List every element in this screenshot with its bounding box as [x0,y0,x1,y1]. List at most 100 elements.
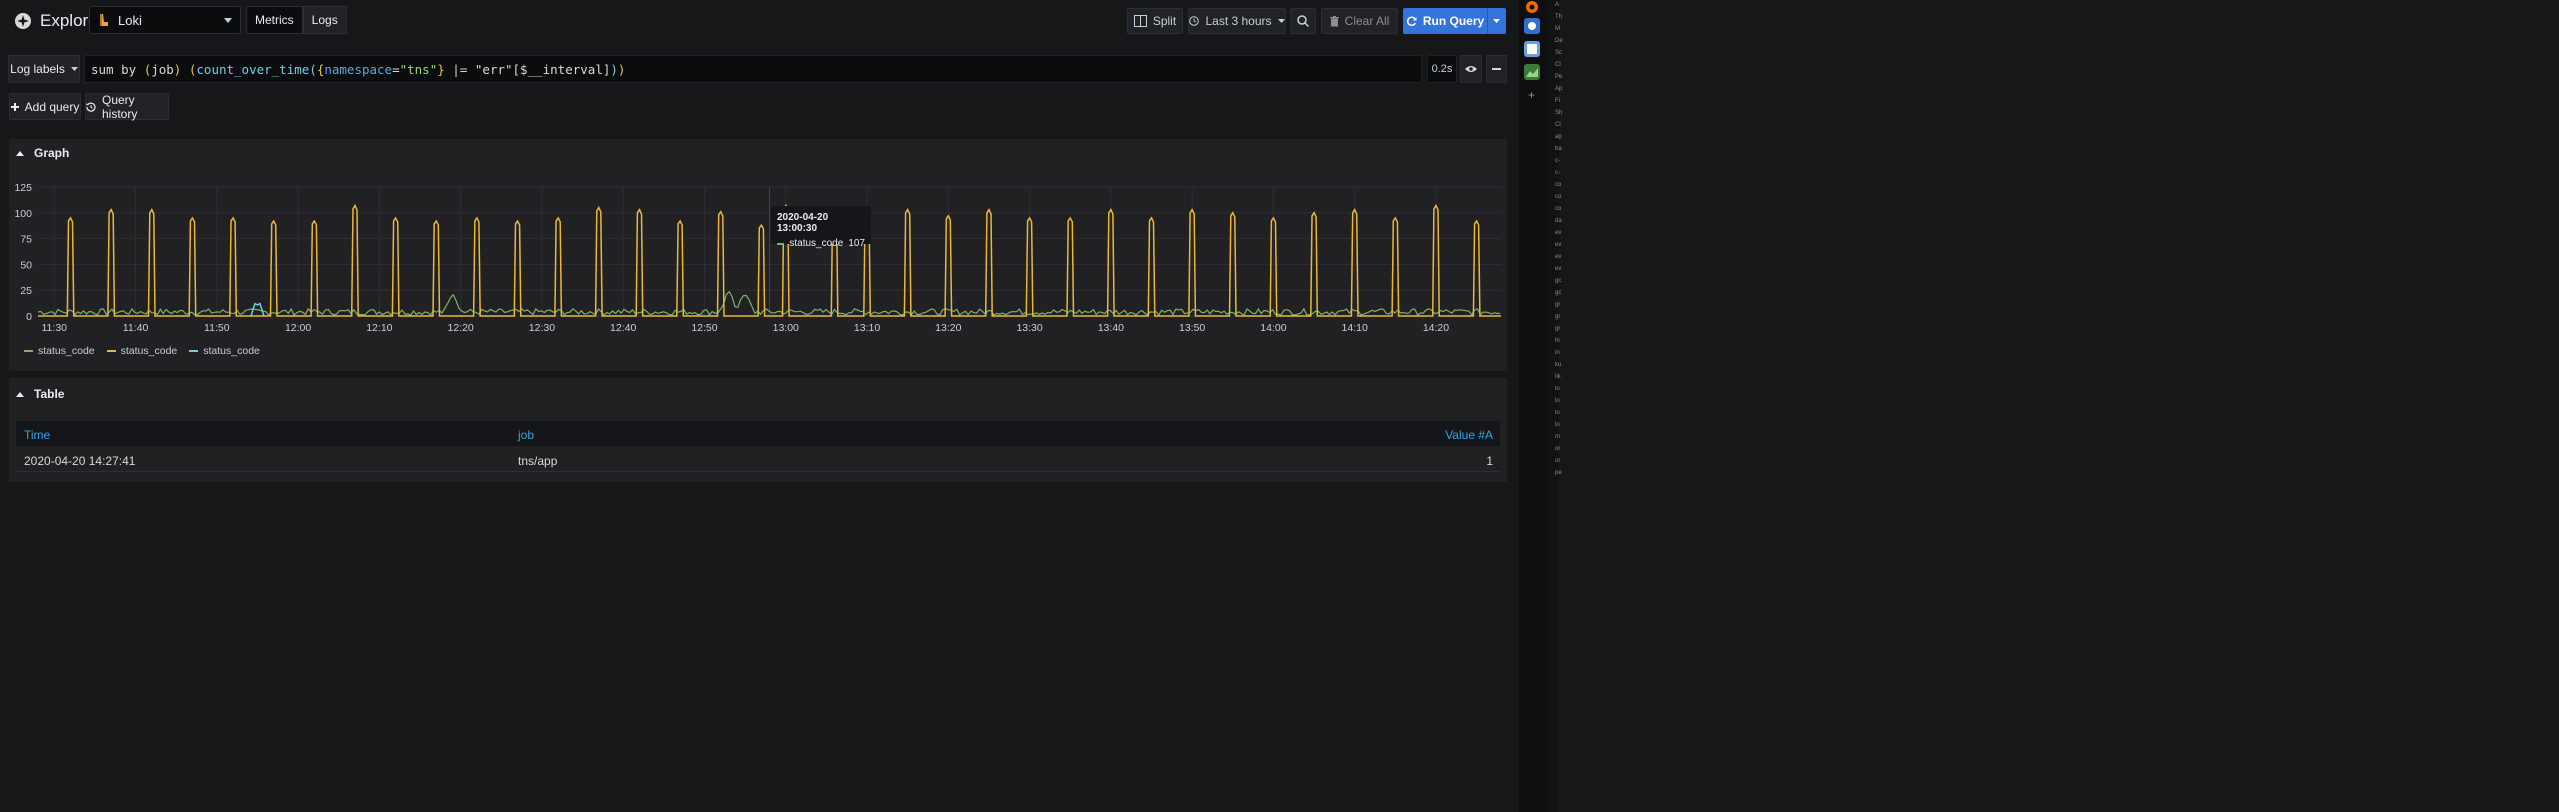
channel-list-item[interactable]: Ap [1555,86,1563,92]
channel-list-item[interactable]: gc [1555,278,1562,284]
channel-list-item[interactable]: c- [1555,170,1560,176]
channel-list-item[interactable]: ap [1555,134,1562,140]
peak-point [906,208,909,211]
plus-icon [10,102,19,111]
add-query-label: Add query [24,99,80,114]
mode-metrics-button[interactable]: Metrics [246,6,303,34]
chevron-up-icon [16,150,24,156]
channel-list-item[interactable]: M [1555,26,1560,32]
query-duration: 0.2s [1431,63,1453,75]
channel-list-item[interactable]: lo [1555,398,1560,404]
peak-point [947,215,950,217]
channel-list-item[interactable]: Sc [1555,50,1563,56]
channel-list-item[interactable]: gr [1555,326,1561,332]
query-editor-input[interactable]: sum by (job) (count_over_time({namespace… [84,55,1422,83]
channel-list-item[interactable]: Cl [1555,122,1561,128]
channel-list-item[interactable]: Fi [1555,98,1560,104]
channel-list-item[interactable]: Th [1555,14,1563,20]
channel-list-item[interactable]: m [1555,434,1560,440]
channel-list-item[interactable]: c- [1555,158,1560,164]
channel-list-item[interactable]: Sh [1555,110,1563,116]
mode-logs-button[interactable]: Logs [302,6,347,34]
peak-point [1191,208,1193,211]
channel-list-item[interactable]: gr [1555,302,1561,308]
channel-list-item[interactable]: or [1555,458,1561,464]
grafana-logo-icon[interactable] [1524,0,1540,14]
peak-point [679,220,681,222]
toggle-query-visibility-button[interactable] [1460,55,1482,83]
peak-point [69,217,72,219]
channel-list-item[interactable]: co [1555,206,1562,212]
channel-list-item[interactable]: ev [1555,266,1562,272]
clear-all-label: Clear All [1344,14,1390,28]
channel-list-item[interactable]: Pe [1555,74,1563,80]
channel-list-item[interactable]: da [1555,218,1562,224]
run-query-interval-dropdown[interactable] [1487,8,1506,34]
app-icon[interactable] [1524,64,1540,80]
peak-point [598,206,600,209]
legend-item[interactable]: status_code [106,345,177,357]
query-duration-badge: 0.2s [1427,55,1457,83]
channel-list-item[interactable]: ku [1555,362,1562,368]
peak-point [516,220,519,222]
channel-list-item[interactable]: hi [1555,338,1560,344]
column-header-job[interactable]: job [518,428,535,442]
channel-list-item[interactable]: co [1555,194,1562,200]
channel-list-item[interactable]: pe [1555,470,1562,476]
channel-list-item[interactable]: ev [1555,230,1562,236]
channel-list-item[interactable]: A [1555,2,1560,8]
tooltip-series-row: status_code 107 [777,238,865,249]
legend-item[interactable]: status_code [24,345,95,357]
datasource-picker[interactable]: Loki [89,6,241,34]
channel-list-item[interactable]: lo [1555,422,1560,428]
table-cell-job: tns/app [518,454,558,468]
channel-list-item[interactable]: Cl [1555,62,1561,68]
chevron-down-icon [224,17,232,23]
time-range-picker[interactable]: Last 3 hours [1188,8,1286,34]
trash-icon [1329,15,1339,27]
zoom-out-button[interactable] [1290,8,1316,34]
query-token: "err" [474,61,513,77]
app-icon[interactable] [1524,41,1540,57]
channel-list-item[interactable]: or [1555,446,1561,452]
channel-list-item[interactable]: gr [1555,314,1561,320]
legend-item[interactable]: status_code [189,345,260,357]
channel-list-item[interactable]: lo [1555,386,1560,392]
channel-list-item[interactable]: lik [1555,374,1561,380]
legend-label: status_code [38,345,95,357]
chevron-down-icon [1493,19,1500,23]
add-query-button[interactable]: Add query [9,93,81,120]
legend-swatch [106,350,116,352]
graph-panel-header[interactable]: Graph [16,146,69,160]
channel-list-item[interactable]: ev [1555,242,1562,248]
add-workspace-icon[interactable]: + [1528,88,1536,102]
channel-list-item[interactable]: lo [1555,410,1560,416]
split-button[interactable]: Split [1127,8,1183,34]
channel-list-item[interactable]: co [1555,182,1562,188]
column-header-value[interactable]: Value #A [1445,428,1493,442]
remove-query-button[interactable] [1486,55,1507,83]
peak-point [1028,217,1031,219]
table-panel-header[interactable]: Table [16,387,64,401]
query-token: namespace [324,61,393,77]
query-token: } [437,61,445,77]
app-icon[interactable] [1524,18,1540,34]
run-query-label: Run Query [1422,14,1485,28]
channel-list-item[interactable]: De [1555,38,1563,44]
clear-all-button[interactable]: Clear All [1321,8,1398,34]
channel-list-item[interactable]: ev [1555,254,1562,260]
query-token: [$__interval] [512,61,611,77]
log-labels-button[interactable]: Log labels [8,55,80,83]
graph-chart[interactable]: 0 25 50 75 100 125 11:30 11:40 11:50 12:00 12:10 12… [9,175,1507,365]
channel-list-item[interactable]: in [1555,350,1560,356]
run-query-button[interactable]: Run Query [1403,8,1487,34]
query-history-button[interactable]: Query history [85,93,169,121]
peak-point [354,204,356,207]
peak-point [1069,217,1071,219]
legend-swatch [24,350,33,352]
column-header-time[interactable]: Time [24,428,51,442]
channel-list-item[interactable]: gc [1555,290,1562,296]
table-cell-time: 2020-04-20 14:27:41 [24,454,136,468]
channel-list-item[interactable]: ba [1555,146,1562,152]
series-line-green [37,290,1501,316]
